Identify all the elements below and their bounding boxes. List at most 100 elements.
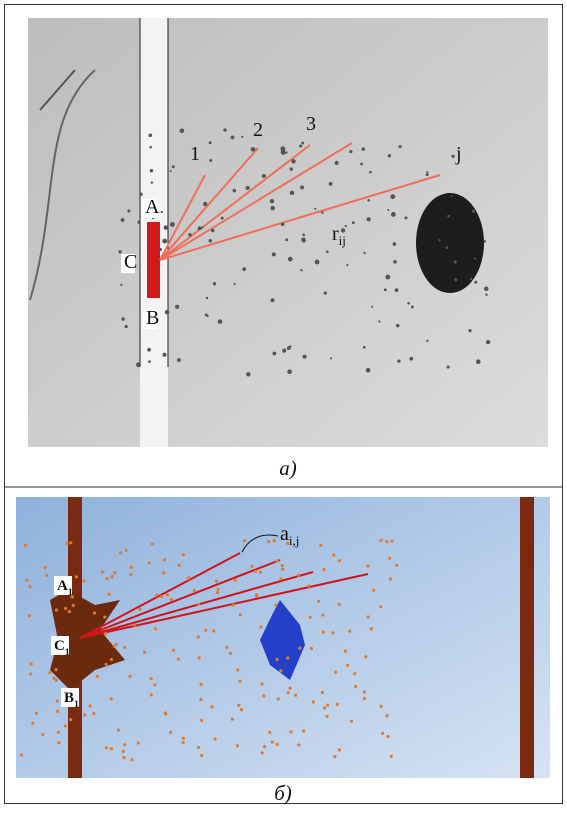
fragment-dot xyxy=(367,199,370,202)
fragment-dot xyxy=(211,229,215,233)
fragment-dot xyxy=(137,221,140,224)
fragment-dot xyxy=(200,719,203,722)
fragment-dot xyxy=(198,656,201,659)
fragment-dot xyxy=(170,598,173,601)
fragment-dot xyxy=(350,720,353,723)
fragment-dot xyxy=(363,690,366,693)
fragment-dot xyxy=(83,714,86,717)
fragment-dot xyxy=(289,167,292,170)
fragment-dot xyxy=(390,755,393,758)
fragment-dot xyxy=(261,751,264,754)
label-text: C xyxy=(54,638,65,654)
fragment-dot xyxy=(476,359,481,364)
fragment-dot xyxy=(309,616,312,619)
fragment-dot xyxy=(41,733,44,736)
label-text: 2 xyxy=(253,119,263,141)
fragment-dot xyxy=(270,199,274,203)
fragment-dot xyxy=(182,741,185,744)
fragment-dot xyxy=(335,161,339,165)
fragment-dot xyxy=(454,278,457,281)
fragment-dot xyxy=(127,209,130,212)
fragment-dot xyxy=(92,712,95,715)
fragment-dot xyxy=(336,703,339,706)
fragment-dot xyxy=(234,283,236,285)
fragment-dot xyxy=(273,539,276,542)
fragment-dot xyxy=(119,551,122,554)
fragment-dot xyxy=(143,651,146,654)
fragment-dot xyxy=(153,683,156,686)
fragment-dot xyxy=(338,559,341,562)
fragment-dot xyxy=(199,698,202,701)
fragment-dot xyxy=(160,595,163,598)
fragment-dot xyxy=(105,663,108,666)
fragment-dot xyxy=(193,589,196,592)
label-text: C xyxy=(124,251,137,273)
label-text: A xyxy=(57,578,68,594)
fragment-dot xyxy=(122,750,125,753)
fragment-dot xyxy=(172,165,175,168)
fragment-dot xyxy=(393,242,397,246)
fragment-dot xyxy=(209,239,213,243)
fragment-dot xyxy=(271,741,274,744)
fragment-dot xyxy=(68,610,71,613)
fragment-dot xyxy=(137,741,140,744)
fragment-dot xyxy=(397,359,400,362)
fragment-dot xyxy=(148,133,152,137)
fragment-dot xyxy=(312,700,315,703)
fragment-dot xyxy=(395,288,399,292)
fragment-dot xyxy=(396,324,400,328)
fragment-dot xyxy=(259,626,262,629)
fragment-dot xyxy=(101,570,104,573)
fragment-dot xyxy=(288,257,293,262)
fragment-dot xyxy=(446,246,449,249)
fragment-dot xyxy=(362,147,365,150)
fragment-dot xyxy=(218,319,223,324)
fragment-dot xyxy=(322,568,325,571)
fragment-dot xyxy=(404,216,407,219)
fragment-dot xyxy=(388,557,391,560)
fragment-dot xyxy=(89,704,92,707)
fragment-dot xyxy=(303,355,307,359)
fragment-dot xyxy=(69,541,72,544)
fragment-dot xyxy=(236,668,239,671)
fragment-dot xyxy=(162,239,167,244)
label: C xyxy=(124,251,137,273)
fragment-dot xyxy=(314,208,316,210)
fragment-dot xyxy=(275,603,278,606)
label: A xyxy=(145,196,160,218)
fragment-dot xyxy=(163,353,167,357)
fragment-dot xyxy=(182,737,185,740)
fragment-dot xyxy=(393,260,397,264)
fragment-dot xyxy=(117,728,120,731)
fragment-dot xyxy=(231,135,235,139)
fragment-dot xyxy=(123,646,126,649)
fragment-dot xyxy=(240,708,243,711)
fragment-dot xyxy=(363,252,365,254)
fragment-dot xyxy=(399,145,402,148)
fragment-dot xyxy=(66,542,69,545)
fragment-dot xyxy=(225,646,228,649)
fragment-dot xyxy=(280,577,283,580)
fragment-dot xyxy=(121,218,125,222)
fragment-dot xyxy=(242,267,246,271)
label-subscript: 1 xyxy=(65,647,70,658)
fragment-dot xyxy=(300,186,304,190)
fragment-dot xyxy=(332,553,335,556)
fragment-dot xyxy=(389,577,392,580)
fragment-dot xyxy=(379,539,382,542)
fragment-dot xyxy=(270,206,274,210)
fragment-dot xyxy=(426,340,428,342)
fragment-dot xyxy=(387,209,389,211)
fragment-dot xyxy=(299,144,302,147)
fragment-dot xyxy=(31,722,34,725)
fragment-dot xyxy=(165,310,170,315)
fragment-dot xyxy=(125,549,128,552)
fragment-dot xyxy=(210,705,213,708)
fragment-dot xyxy=(301,142,304,145)
fragment-dot xyxy=(321,691,324,694)
fragment-dot xyxy=(385,714,388,717)
fragment-dot xyxy=(379,605,382,608)
fragment-dot xyxy=(172,649,175,652)
fragment-dot xyxy=(200,683,203,686)
fragment-dot xyxy=(451,195,453,197)
